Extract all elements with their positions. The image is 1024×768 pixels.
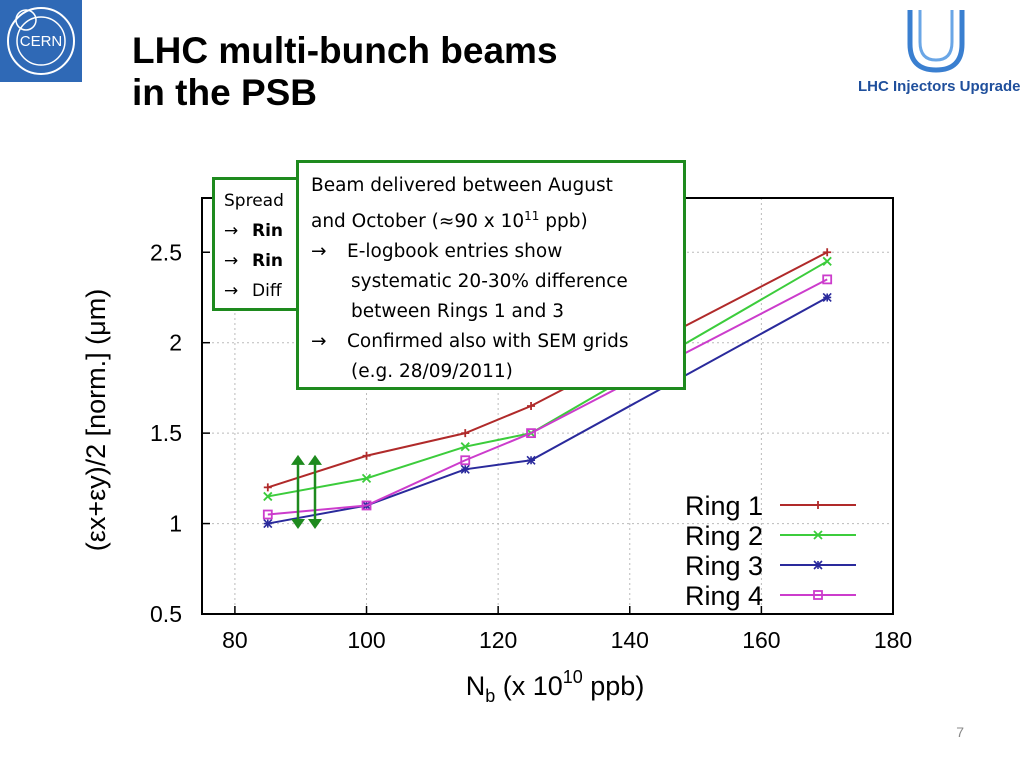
- data-point: [814, 501, 822, 509]
- spread-line-4: → Diff: [224, 276, 339, 306]
- x-tick-label: 140: [611, 627, 649, 653]
- spread-line-2: → Rin: [224, 216, 339, 246]
- page-number: 7: [956, 724, 964, 740]
- arrow-icon: →: [311, 331, 327, 353]
- data-point: [822, 256, 832, 266]
- y-axis-label: (εx+εy)/2 [norm.] (μm): [81, 289, 111, 551]
- legend-label: Ring 4: [685, 581, 763, 611]
- x-tick-label: 180: [874, 627, 912, 653]
- arrow-icon: →: [224, 251, 239, 271]
- delivery-info-box: Beam delivered between August and Octobe…: [296, 160, 686, 390]
- delivery-bullet-1: → E-logbook entries show systematic 20-30…: [311, 237, 673, 327]
- data-point: [822, 274, 833, 285]
- data-point: [460, 442, 470, 452]
- data-point: [263, 491, 273, 502]
- spread-arrow-head-up: [291, 454, 305, 465]
- data-point: [527, 402, 536, 410]
- y-tick-label: 2: [169, 330, 182, 356]
- cern-logo: CERN: [0, 0, 82, 82]
- y-tick-label: 1.5: [150, 420, 182, 446]
- spread-line-3: → Rin: [224, 246, 339, 276]
- data-point: [823, 248, 832, 257]
- liu-logo-text: LHC Injectors Upgrade: [858, 78, 1021, 95]
- data-point: [263, 483, 272, 492]
- data-point: [362, 451, 371, 460]
- title-line-2: in the PSB: [132, 72, 318, 113]
- data-point: [526, 428, 536, 439]
- data-point: [813, 530, 823, 540]
- data-point: [361, 500, 372, 511]
- arrow-icon: →: [311, 241, 327, 263]
- cern-logo-text: CERN: [20, 33, 63, 50]
- spread-line-1: Spread: [224, 191, 284, 211]
- data-point: [822, 292, 832, 303]
- y-tick-label: 1: [169, 511, 182, 537]
- data-point: [813, 560, 823, 570]
- y-tick-label: 0.5: [150, 601, 182, 627]
- data-point: [813, 590, 823, 600]
- x-tick-label: 80: [222, 627, 248, 653]
- delivery-line-1: Beam delivered between August: [311, 175, 613, 196]
- data-point: [526, 455, 536, 465]
- y-tick-label: 2.5: [150, 239, 182, 265]
- delivery-bullet-2: → Confirmed also with SEM grids (e.g. 28/…: [311, 327, 673, 387]
- data-point: [460, 455, 471, 466]
- x-tick-label: 120: [479, 627, 517, 653]
- spread-arrow-head-down: [291, 518, 305, 529]
- spread-arrows: [291, 454, 322, 529]
- axis-ticks: 80 100 120 140 160 180 0.5 1 1.5 2 2.5: [150, 239, 912, 653]
- data-point: [361, 473, 372, 483]
- legend-label: Ring 1: [685, 491, 763, 521]
- spread-arrow-head-down: [308, 518, 322, 529]
- x-axis-label: Nb (x 1010 ppb): [466, 667, 645, 706]
- legend-label: Ring 3: [685, 551, 763, 581]
- arrow-icon: →: [224, 221, 239, 241]
- spread-arrow-head-up: [308, 454, 322, 465]
- liu-logo: [852, 6, 1022, 98]
- data-point: [263, 518, 273, 529]
- data-point: [262, 509, 273, 520]
- x-tick-label: 100: [347, 627, 385, 653]
- delivery-line-2: and October (≈90 x 1011 ppb): [311, 209, 588, 233]
- legend-label: Ring 2: [685, 521, 763, 551]
- page-title: LHC multi-bunch beams in the PSB: [132, 30, 558, 114]
- title-line-1: LHC multi-bunch beams: [132, 30, 558, 71]
- arrow-icon: →: [224, 281, 239, 301]
- data-point: [460, 464, 470, 474]
- data-point: [461, 429, 470, 438]
- x-tick-label: 160: [742, 627, 780, 653]
